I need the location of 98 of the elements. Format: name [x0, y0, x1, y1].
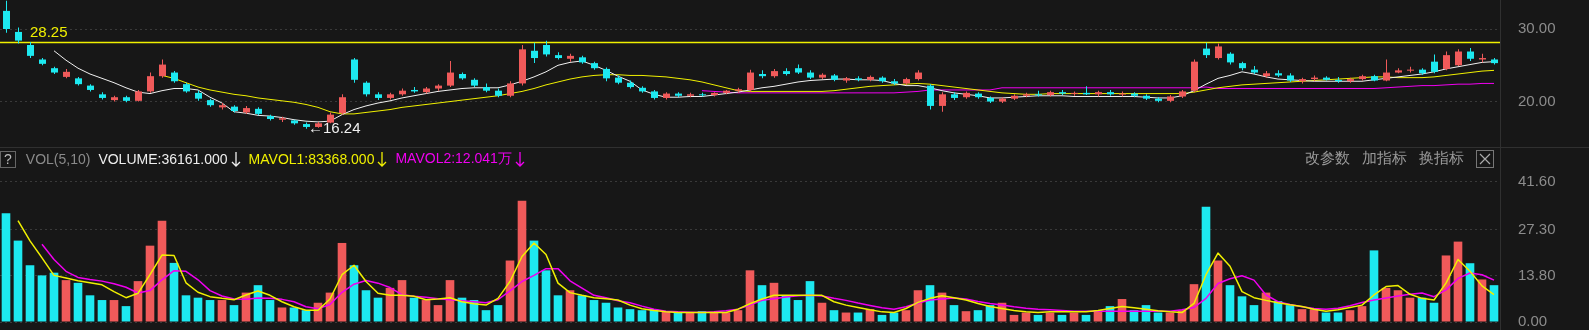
y-tick-label: 13.80: [1518, 265, 1556, 283]
bar: [541, 270, 551, 322]
bar: [565, 290, 575, 322]
bar: [721, 312, 731, 322]
bar: [169, 262, 179, 322]
bar: [493, 305, 503, 322]
bar: [229, 305, 239, 322]
bar: [877, 314, 887, 322]
bar: [553, 295, 563, 322]
bar: [97, 300, 107, 322]
y-tick-label: 0.00: [1518, 312, 1548, 330]
bar: [433, 305, 443, 322]
text: VOL(5,10): [25, 151, 91, 167]
bar: [409, 297, 419, 322]
bar: [817, 302, 827, 322]
bar: [1081, 314, 1091, 322]
bar: [85, 295, 95, 322]
bar: [1417, 297, 1427, 322]
bar: [301, 310, 311, 322]
bar: [1345, 310, 1355, 322]
bar: [577, 295, 587, 322]
y-tick-label: 27.30: [1518, 219, 1556, 237]
bar: [1489, 285, 1499, 322]
bar: [853, 312, 863, 322]
bar: [1, 213, 11, 322]
candlestick: [1071, 91, 1078, 96]
bar: [1057, 314, 1067, 322]
text: MAVOL1:83368.000: [248, 151, 375, 167]
bar: [949, 305, 959, 322]
bar: [373, 297, 383, 322]
bar: [1153, 312, 1163, 322]
bar: [805, 281, 815, 322]
bar: [601, 302, 611, 322]
bar: [1285, 305, 1295, 322]
bar: [1237, 296, 1247, 322]
bar: [193, 297, 203, 322]
bar: [673, 312, 683, 322]
bar: [1249, 305, 1259, 322]
bar: [265, 300, 275, 322]
bar: [361, 290, 371, 322]
bar: [37, 275, 47, 322]
bar: [973, 310, 983, 322]
bar: [1477, 279, 1487, 322]
bar: [841, 312, 851, 322]
bar: [1045, 312, 1055, 322]
bar: [1369, 250, 1379, 322]
bar: [1357, 306, 1367, 322]
bar: [709, 312, 719, 322]
bar: [1033, 314, 1043, 322]
y-tick-label: 20.00: [1518, 91, 1556, 109]
bar: [73, 282, 83, 322]
bar: [1309, 309, 1319, 322]
bar: [421, 300, 431, 322]
bar: [121, 306, 131, 322]
bar: [1429, 302, 1439, 322]
bar: [1225, 285, 1235, 322]
bar: [793, 300, 803, 322]
ref-line-label: 28.25: [30, 23, 68, 41]
text: 改参数: [1305, 149, 1350, 168]
annotation: ←16.24: [308, 118, 361, 136]
bar: [181, 295, 191, 322]
bar: [13, 240, 23, 322]
bar: [1333, 312, 1343, 322]
text: VOLUME:36161.000: [98, 151, 228, 167]
bar: [1393, 290, 1403, 322]
bar: [637, 310, 647, 322]
bar: [901, 310, 911, 322]
y-tick-label: 30.00: [1518, 19, 1556, 37]
text: ?: [0, 150, 16, 168]
bar: [1165, 312, 1175, 322]
bar: [217, 300, 227, 322]
bar: [109, 300, 119, 322]
bar: [481, 310, 491, 322]
bar: [1405, 297, 1415, 322]
text: MAVOL2:12.041万: [395, 150, 512, 168]
bar: [889, 312, 899, 322]
text: 加指标: [1362, 149, 1407, 168]
bar: [613, 307, 623, 322]
bar: [1069, 312, 1079, 322]
bar: [25, 265, 35, 322]
bar: [685, 312, 695, 322]
bar: [829, 310, 839, 322]
bar: [1021, 312, 1031, 322]
bar: [1321, 312, 1331, 322]
bar: [49, 272, 59, 322]
bar: [205, 300, 215, 322]
bar: [289, 307, 299, 322]
bar: [697, 311, 707, 322]
bar: [625, 309, 635, 322]
y-tick-label: 41.60: [1518, 171, 1556, 189]
bar: [589, 300, 599, 322]
bar: [1297, 309, 1307, 322]
bar: [277, 307, 287, 322]
bar: [1009, 314, 1019, 322]
bar: [961, 311, 971, 322]
text: 换指标: [1419, 149, 1464, 168]
bar: [733, 310, 743, 322]
bar: [61, 280, 71, 322]
